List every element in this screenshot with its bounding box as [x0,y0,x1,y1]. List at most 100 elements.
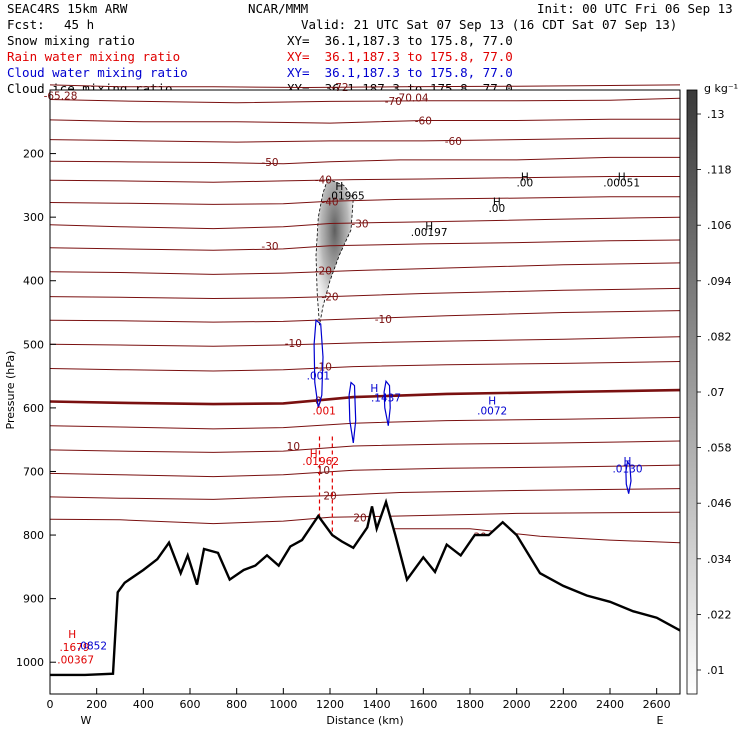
x-tick-label: 800 [226,698,247,711]
x-axis-west-label: W [81,714,92,727]
isotherm-label: -50 [261,157,278,169]
rain-contours [318,436,333,536]
isotherm-line [49,287,681,300]
field-rain-xy: XY= 36.1,187.3 to 175.8, 77.0 [287,49,513,64]
annotation-label: .001 [312,405,335,417]
plot-frame [49,89,681,695]
colorbar-label: .094 [707,275,732,288]
x-axis-east-label: E [657,714,664,727]
colorbar-unit: g kg⁻¹ [704,82,738,95]
y-axis-label: Pressure (hPa) [4,351,17,430]
annotation-label: H [425,221,433,233]
isotherm-label: -10 [285,338,302,350]
isotherm-label: -10 [375,314,392,326]
org-title: NCAR/MMM [248,1,309,16]
cloud-water-contour [383,379,391,426]
annotation-layer: -65.28 -70.04H.01965H.00H.00051H.00H.0019… [44,91,643,667]
isotherm-label: 10 [287,441,300,453]
annotation-label: .0852 [77,640,107,652]
x-tick-label: 2600 [643,698,671,711]
annotation-label: -70.04 [395,92,429,104]
annotation-label: H [521,171,529,183]
terrain-profile [50,497,681,677]
x-tick-label: 1800 [456,698,484,711]
annotation-label: .001 [307,370,330,382]
isotherm-label: -70 [385,96,402,108]
cloud-water-contour [348,381,357,443]
isotherm-line [49,336,681,347]
x-tick-label: 2200 [549,698,577,711]
isotherm-line [49,440,681,453]
isotherm-label: 0 [315,395,322,407]
cloud-water-contour [625,460,632,494]
y-tick-label: 700 [23,465,44,478]
colorbar-label: .058 [707,442,732,455]
isotherm-label: 20 [323,491,336,503]
colorbar-label: .034 [707,553,732,566]
annotation-label: .00367 [57,654,94,666]
colorbar-label: .022 [707,608,732,621]
colorbar-label: .13 [707,108,725,121]
cloud-water-contours [313,319,632,494]
colorbar-label: .01 [707,664,725,677]
isotherm-label: -20 [321,292,338,304]
annotation-label: .0130 [612,464,642,476]
field-rain-name: Rain water mixing ratio [7,49,181,64]
y-tick-label: 900 [23,593,44,606]
annotation-label: .00 [516,178,533,190]
x-tick-label: 1000 [269,698,297,711]
valid-time: Valid: 21 UTC Sat 07 Sep 13 (16 CDT Sat … [301,17,678,32]
field-snow-name: Snow mixing ratio [7,33,135,48]
x-tick-label: 1400 [363,698,391,711]
isotherm-line [49,310,681,323]
y-tick-label: 200 [23,148,44,161]
x-tick-label: 1600 [409,698,437,711]
x-tick-label: 1200 [316,698,344,711]
isotherm-label: -60 [415,116,432,128]
annotation-label: .1679 [59,642,89,654]
annotation-label: .00197 [411,227,448,239]
field-cloud-water-xy: XY= 36.1,187.3 to 175.8, 77.0 [287,65,513,80]
isotherm-line [49,361,681,372]
annotation-label: .01965 [328,190,365,202]
annotation-label: H [68,629,76,641]
init-time: Init: 00 UTC Fri 06 Sep 13 [537,1,733,16]
isotherm-line [388,528,681,544]
model-title: SEAC4RS 15km ARW [7,1,128,16]
fcst-value: 45 h [64,17,95,32]
annotation-label: .1437 [371,393,401,405]
annotation-label: H [624,456,632,468]
x-tick-label: 600 [180,698,201,711]
isotherm-label: -10 [315,362,332,374]
terrain-layer [50,497,681,694]
y-tick-label: 600 [23,402,44,415]
isotherm-line [49,511,681,525]
y-tick-label: 1000 [16,656,44,669]
x-axis: 0 200 400 600 800 1000 1200 1400 1600 1800 2000 220… [47,688,671,711]
x-tick-label: 0 [47,698,54,711]
isotherm-label: -40 [315,175,332,187]
colorbar-label: .07 [707,386,725,399]
isotherm-line [49,137,680,143]
annotation-label: .0072 [477,405,507,417]
annotation-label: H [493,197,501,209]
annotation-label: H [488,396,496,408]
isotherm-label: -60 [445,136,462,148]
isotherm-label: -20 [315,266,332,278]
isotherm-line [49,84,681,89]
isotherm-line [49,216,681,230]
y-tick-label: 500 [23,338,44,351]
x-tick-label: 400 [133,698,154,711]
isotherm-label: -40 [321,196,338,208]
x-tick-label: 2400 [596,698,624,711]
isotherm-label: -30 [261,241,278,253]
colorbar-label: .046 [707,497,732,510]
annotation-label: H [310,448,318,460]
x-axis-label: Distance (km) [326,714,403,727]
y-axis: 200 300 400 500 600 700 800 900 1000 [16,148,56,669]
isotherm-line [49,156,680,165]
cloud-water-contour [313,319,324,409]
annotation-label: .00051 [603,178,640,190]
annotation-label: H [370,383,378,395]
annotation-label: H [618,171,626,183]
